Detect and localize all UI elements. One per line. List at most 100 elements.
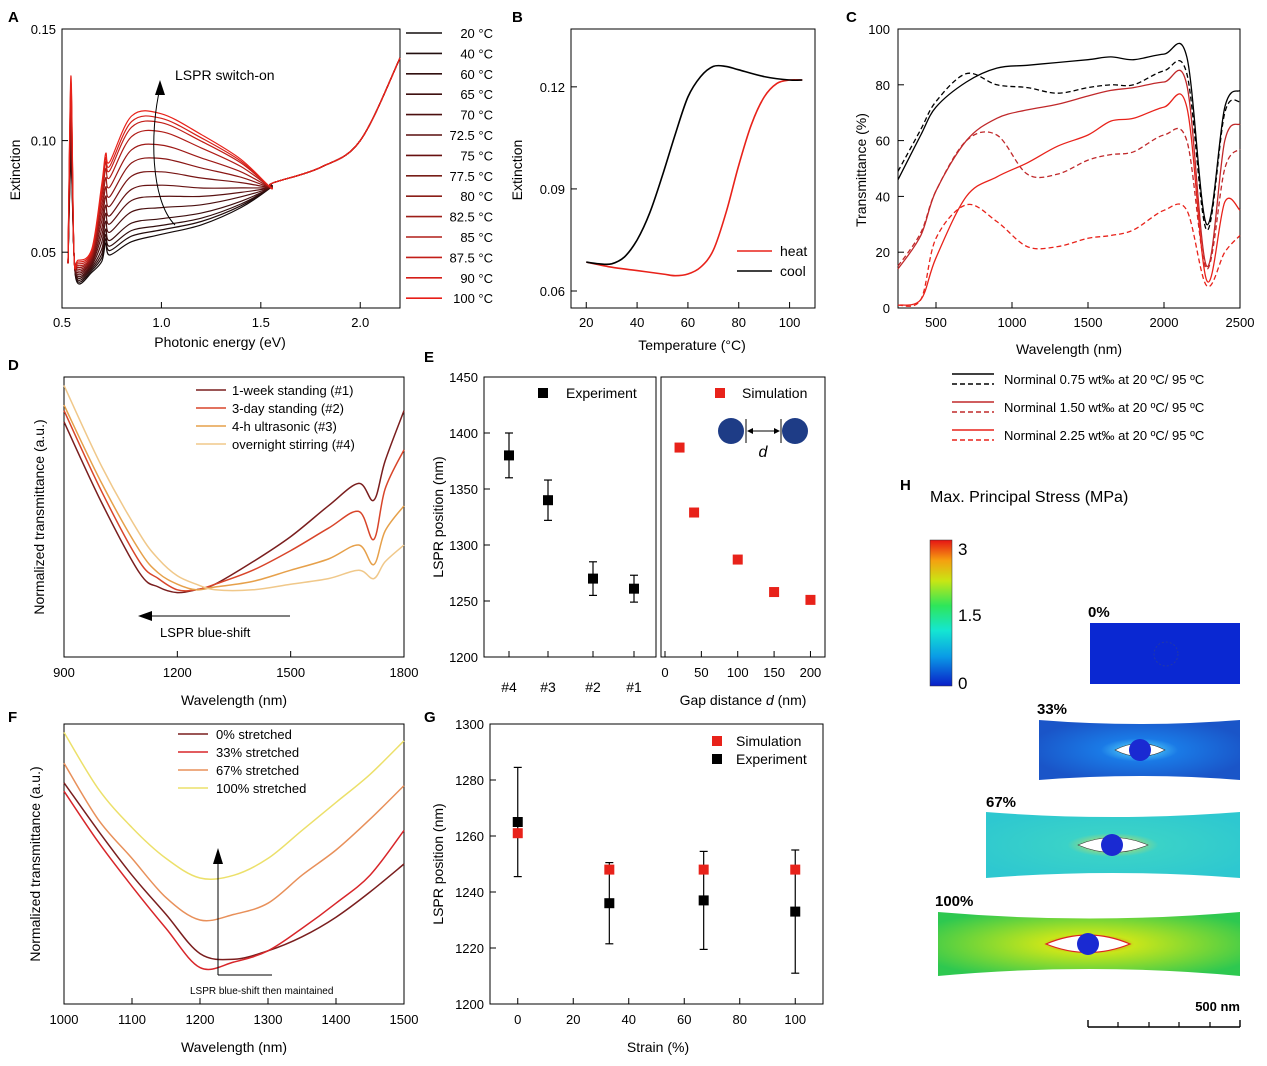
panel-d-curves [63, 385, 405, 594]
panel-b-xtick: 100 [779, 315, 801, 330]
panel-a-xtick: 2.0 [351, 315, 369, 330]
panel-g: 0 20 40 60 80 100 1200 1220 1240 1260 1280 1300 St… [430, 717, 824, 1055]
panel-a-legend-label: 87.5 °C [449, 250, 493, 265]
panel-a-legend-label: 65 °C [460, 87, 493, 102]
panel-d-xtick: 1200 [163, 665, 192, 680]
panel-a-ytick: 0.15 [31, 22, 56, 37]
panel-e-ytick: 1300 [449, 538, 478, 553]
panel-d-xtick: 1800 [390, 665, 419, 680]
panel-g-xtick: 80 [733, 1012, 747, 1027]
panel-e-right-xtick: 100 [727, 665, 749, 680]
panel-e-exp-point [543, 495, 553, 506]
panel-f-annotation: LSPR blue-shift then maintained [190, 986, 333, 997]
colorbar [929, 539, 953, 687]
panel-g-ytick: 1240 [455, 885, 484, 900]
panel-d-series-0 [63, 410, 405, 594]
strain-label-100: 100% [935, 893, 973, 910]
panel-g-ytick: 1260 [455, 829, 484, 844]
panel-a-arrowhead [155, 80, 165, 95]
panel-e-exp-point [588, 573, 598, 584]
panel-a-legend-label: 72.5 °C [449, 128, 493, 143]
panel-e-left-x-ticks: #4 #3 #2 #1 [501, 651, 642, 695]
panel-b-ytick: 0.06 [540, 284, 565, 299]
panel-h-title: Max. Principal Stress (MPa) [930, 489, 1128, 506]
panel-d-arrowhead [138, 611, 152, 621]
panel-a-series-8 [67, 57, 401, 271]
panel-a-legend-label: 40 °C [460, 46, 493, 61]
panel-f-legend-label: 67% stretched [216, 763, 299, 778]
panel-g-y-ticks: 1200 1220 1240 1260 1280 1300 [455, 717, 496, 1012]
panel-e-ylabel: LSPR position (nm) [430, 456, 446, 577]
panel-f-ylabel: Normalized transmittance (a.u.) [27, 766, 43, 961]
panel-c-ytick: 60 [876, 134, 890, 149]
panel-a-xtick: 1.5 [252, 315, 270, 330]
panel-a: 0.5 1.0 1.5 2.0 0.05 0.10 0.15 Photonic energ… [7, 22, 493, 350]
panel-c-legend: Norminal 0.75 wt‰ at 20 ºC/ 95 ºC Normin… [952, 372, 1204, 443]
panel-f-xtick: 1500 [390, 1012, 419, 1027]
panel-f-legend: 0% stretched 33% stretched 67% stretched 10… [178, 727, 306, 796]
panel-g-exp-point [512, 817, 523, 827]
panel-g-sim-point [698, 864, 709, 875]
panel-e-ytick: 1350 [449, 482, 478, 497]
panel-a-annotation: LSPR switch-on [175, 67, 275, 83]
panel-c-legend-2: Norminal 1.50 wt‰ at 20 ºC/ 95 ºC [1004, 400, 1204, 415]
panel-a-legend: 20 °C 40 °C 60 °C 65 °C 70 °C 72.5 °C 75 °C 77.… [406, 26, 493, 306]
panel-c-series-5 [897, 203, 1241, 307]
panel-c-xlabel: Wavelength (nm) [1016, 341, 1122, 357]
panel-d-legend-label: 4-h ultrasonic (#3) [232, 419, 337, 434]
panel-c-series-1 [897, 59, 1241, 231]
panel-b-letter: B [512, 9, 523, 26]
colorbar-tick-max: 3 [958, 540, 967, 559]
panel-d-legend: 1-week standing (#1) 3-day standing (#2) 4… [196, 383, 355, 452]
panel-f-xtick: 1100 [118, 1012, 146, 1027]
panel-e: 1200 1250 1300 1350 1400 1450 #4 #3 #2 #1 0 50 100… [430, 370, 826, 708]
panel-a-legend-label: 75 °C [460, 148, 493, 163]
panel-a-ylabel: Extinction [7, 140, 23, 201]
panel-c-ytick: 20 [876, 245, 890, 260]
panel-c-xtick: 2500 [1226, 315, 1255, 330]
panel-e-inset-label: d [759, 444, 769, 461]
panel-e-left-xtick: #3 [540, 679, 556, 695]
panel-b-xtick: 40 [630, 315, 644, 330]
stress-map-0 [1090, 623, 1240, 684]
panel-e-sim-point [732, 554, 743, 565]
panel-a-xtick: 0.5 [53, 315, 71, 330]
panel-c-xtick: 500 [925, 315, 947, 330]
panel-f-legend-label: 33% stretched [216, 745, 299, 760]
panel-a-legend-label: 82.5 °C [449, 210, 493, 225]
panel-c-series-3 [897, 127, 1241, 270]
panel-e-sim-point [674, 442, 685, 453]
panel-e-right-xtick: 150 [763, 665, 785, 680]
panel-f-xtick: 1000 [50, 1012, 79, 1027]
panel-f-legend-label: 0% stretched [216, 727, 292, 742]
panel-a-arrow [153, 87, 176, 226]
panel-c: 500 1000 1500 2000 2500 0 20 40 60 80 100 Wavelen… [853, 22, 1254, 443]
panel-e-letter: E [424, 349, 434, 366]
panel-c-ytick: 0 [883, 301, 890, 316]
panel-c-curves [897, 42, 1241, 307]
panel-b-xtick: 60 [681, 315, 695, 330]
panel-g-legend-exp: Experiment [736, 751, 807, 767]
panel-c-x-ticks: 500 1000 1500 2000 2500 [925, 302, 1254, 330]
panel-e-sim-point [689, 507, 700, 518]
panel-e-left-points [504, 432, 639, 603]
panel-d-legend-label: 1-week standing (#1) [232, 383, 353, 398]
panel-b-heat-curve [586, 78, 803, 277]
panel-g-exp-point [604, 898, 615, 909]
panel-a-y-ticks: 0.05 0.10 0.15 [31, 22, 68, 260]
panel-g-legend-exp-marker [712, 754, 722, 764]
panel-f: 1000 1100 1200 1300 1400 1500 Wavelength (nm)… [27, 723, 419, 1055]
panel-e-ytick: 1450 [449, 370, 478, 385]
panel-e-ytick: 1250 [449, 594, 478, 609]
panel-h: Max. Principal Stress (MPa) 3 1.5 0 0% 3… [929, 489, 1241, 1028]
panel-a-ytick: 0.10 [31, 134, 56, 149]
panel-c-series-0 [897, 42, 1241, 225]
panel-c-legend-3: Norminal 2.25 wt‰ at 20 ºC/ 95 ºC [1004, 428, 1204, 443]
panel-b: 20 40 60 80 100 0.06 0.09 0.12 Temperature (°C… [509, 28, 816, 353]
panel-f-x-ticks: 1000 1100 1200 1300 1400 1500 [50, 998, 419, 1027]
panel-f-series-2 [63, 762, 405, 922]
panel-b-legend-heat: heat [780, 243, 807, 259]
panel-e-left-xtick: #4 [501, 679, 517, 695]
panel-c-xtick: 2000 [1150, 315, 1179, 330]
panel-a-series-9 [67, 57, 401, 271]
